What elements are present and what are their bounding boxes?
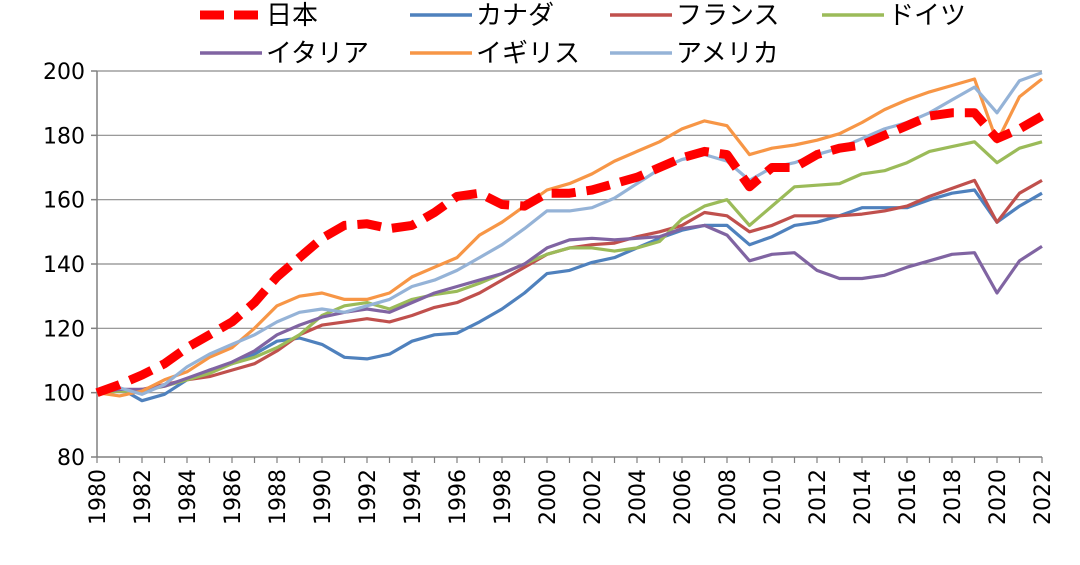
legend-label: イギリス bbox=[476, 39, 580, 69]
y-axis-ticks: 80 100 120 140 160 180 200 bbox=[43, 60, 97, 471]
legend-item: アメリカ bbox=[610, 39, 779, 69]
legend-item: 日本 bbox=[200, 1, 318, 31]
legend-item: カナダ bbox=[410, 1, 554, 31]
legend-label: イタリア bbox=[266, 39, 369, 69]
x-tick-label: 2018 bbox=[941, 469, 966, 525]
x-tick-label: 2008 bbox=[716, 469, 741, 525]
y-tick-label: 120 bbox=[43, 317, 85, 342]
y-tick-label: 200 bbox=[43, 60, 85, 85]
x-tick-label: 2022 bbox=[1031, 469, 1056, 525]
x-tick-label: 1996 bbox=[446, 469, 471, 525]
x-tick-label: 1980 bbox=[86, 469, 111, 525]
y-tick-label: 80 bbox=[57, 446, 85, 471]
legend-item: フランス bbox=[610, 1, 779, 31]
y-tick-label: 140 bbox=[43, 253, 85, 278]
legend-label: 日本 bbox=[266, 1, 318, 31]
x-tick-label: 2002 bbox=[581, 469, 606, 525]
legend-label: カナダ bbox=[476, 1, 554, 31]
series-line-6 bbox=[96, 77, 1043, 398]
x-tick-label: 2004 bbox=[626, 469, 651, 525]
y-tick-label: 100 bbox=[43, 382, 85, 407]
x-axis-ticks: 1980 1982 1984 1986 1988 1990 1992 1994 1996 1998… bbox=[86, 457, 1056, 525]
series-line-5 bbox=[96, 223, 1043, 395]
legend-item: イタリア bbox=[200, 39, 369, 69]
x-tick-label: 1984 bbox=[176, 469, 201, 525]
x-tick-label: 2012 bbox=[806, 469, 831, 525]
x-tick-label: 1994 bbox=[401, 469, 426, 525]
legend-label: フランス bbox=[676, 1, 779, 31]
x-tick-label: 2014 bbox=[851, 469, 876, 525]
legend-label: アメリカ bbox=[676, 39, 779, 69]
series-line-4 bbox=[96, 140, 1043, 395]
legend-label: ドイツ bbox=[888, 1, 966, 31]
x-tick-label: 2010 bbox=[761, 469, 786, 525]
x-tick-label: 1998 bbox=[491, 469, 516, 525]
x-tick-label: 2016 bbox=[896, 469, 921, 525]
x-tick-label: 2000 bbox=[536, 469, 561, 525]
series-line-2 bbox=[96, 188, 1043, 403]
legend-item: ドイツ bbox=[822, 1, 966, 31]
x-tick-label: 1990 bbox=[311, 469, 336, 525]
x-tick-label: 1986 bbox=[221, 469, 246, 525]
y-tick-label: 180 bbox=[43, 124, 85, 149]
series-line-1 bbox=[95, 108, 1045, 397]
series-line-7 bbox=[96, 71, 1043, 396]
x-tick-label: 2020 bbox=[986, 469, 1011, 525]
x-tick-label: 1988 bbox=[266, 469, 291, 525]
x-tick-label: 1982 bbox=[131, 469, 156, 525]
legend-item: イギリス bbox=[410, 39, 580, 69]
x-tick-label: 2006 bbox=[671, 469, 696, 525]
x-tick-label: 1992 bbox=[356, 469, 381, 525]
series-lines bbox=[95, 71, 1045, 403]
y-tick-label: 160 bbox=[43, 189, 85, 214]
